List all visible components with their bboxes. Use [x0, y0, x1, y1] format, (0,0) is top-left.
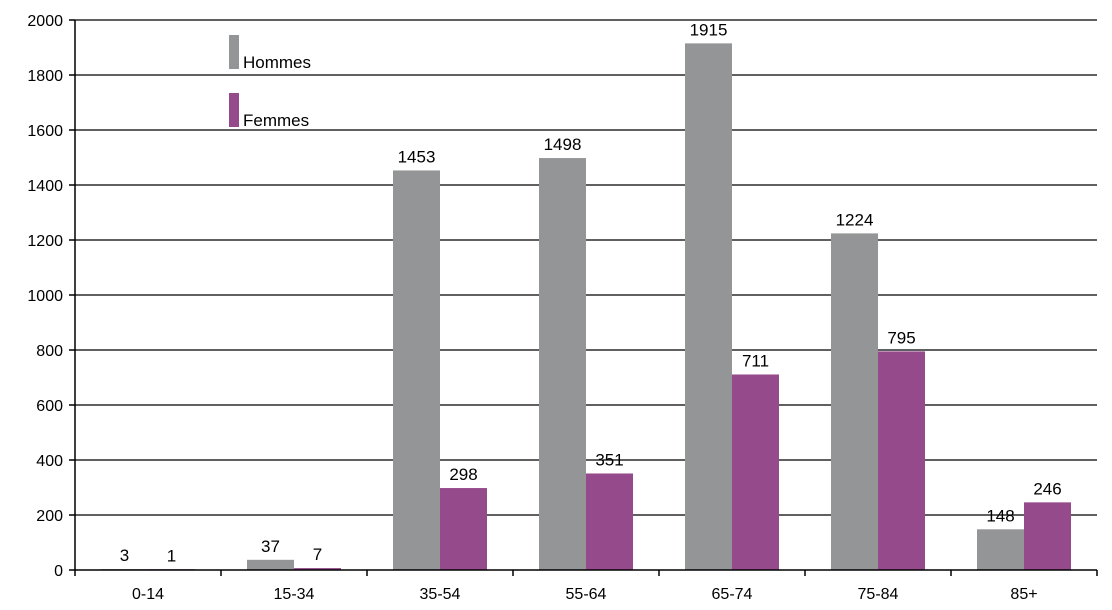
y-tick-label-800: 800	[36, 343, 63, 360]
bar-femmes-65-74	[732, 374, 779, 570]
x-tick-label-55-64: 55-64	[566, 586, 607, 603]
y-tick-label-0: 0	[54, 563, 63, 580]
data-label-femmes-15-34: 7	[313, 545, 322, 564]
x-tick-label-85: 85+	[1010, 586, 1037, 603]
data-label-hommes-35-54: 1453	[398, 147, 436, 166]
y-tick-label-200: 200	[36, 508, 63, 525]
bars	[101, 43, 1071, 571]
bar-hommes-15-34	[247, 559, 294, 570]
legend-swatch-hommes	[229, 35, 239, 69]
x-tick-label-65-74: 65-74	[712, 586, 753, 603]
data-label-femmes-0-14: 1	[167, 547, 176, 566]
legend-swatch-femmes	[229, 93, 239, 127]
bar-femmes-15-34	[294, 568, 341, 570]
data-label-hommes-15-34: 37	[261, 537, 280, 556]
data-label-hommes-65-74: 1915	[690, 20, 728, 39]
data-labels: 3 1 37 7 1453 298 1498 351 1915 711 1224 795 148 246	[120, 20, 1062, 565]
bar-hommes-75-84	[831, 233, 878, 570]
x-tick-label-15-34: 15-34	[274, 586, 315, 603]
x-tick-labels: 0-14 15-34 35-54 55-64 65-74 75-84 85+	[132, 586, 1038, 603]
x-tick-label-75-84: 75-84	[858, 586, 899, 603]
bar-femmes-75-84	[878, 351, 925, 570]
y-tick-label-600: 600	[36, 398, 63, 415]
legend-label-hommes: Hommes	[243, 53, 311, 72]
data-label-femmes-85: 246	[1033, 479, 1061, 498]
data-label-hommes-0-14: 3	[120, 546, 129, 565]
y-tick-label-1200: 1200	[27, 233, 63, 250]
y-tick-label-1000: 1000	[27, 288, 63, 305]
y-tick-label-1600: 1600	[27, 123, 63, 140]
bar-femmes-85	[1024, 502, 1071, 570]
bar-femmes-35-54	[440, 488, 487, 570]
y-tick-label-2000: 2000	[27, 13, 63, 30]
axes	[74, 20, 1097, 571]
bar-hommes-55-64	[539, 158, 586, 571]
y-tick-label-1800: 1800	[27, 68, 63, 85]
data-label-hommes-75-84: 1224	[836, 210, 874, 229]
legend: Hommes Femmes	[229, 35, 311, 130]
x-tick-label-0-14: 0-14	[132, 586, 164, 603]
data-label-femmes-55-64: 351	[595, 450, 623, 469]
bar-hommes-65-74	[685, 43, 732, 570]
x-tick-label-35-54: 35-54	[420, 586, 461, 603]
data-label-femmes-35-54: 298	[449, 465, 477, 484]
y-tick-label-400: 400	[36, 453, 63, 470]
y-tick-label-1400: 1400	[27, 178, 63, 195]
data-label-hommes-85: 148	[986, 506, 1014, 525]
bar-hommes-85	[977, 529, 1024, 570]
data-label-femmes-65-74: 711	[742, 351, 769, 370]
bar-femmes-55-64	[586, 473, 633, 570]
data-label-hommes-55-64: 1498	[544, 135, 582, 154]
legend-label-femmes: Femmes	[243, 111, 309, 130]
y-tick-labels: 0 200 400 600 800 1000 1200 1400 1600 1800 2000	[27, 13, 63, 580]
data-label-femmes-75-84: 795	[887, 328, 915, 347]
bar-hommes-35-54	[393, 170, 440, 571]
